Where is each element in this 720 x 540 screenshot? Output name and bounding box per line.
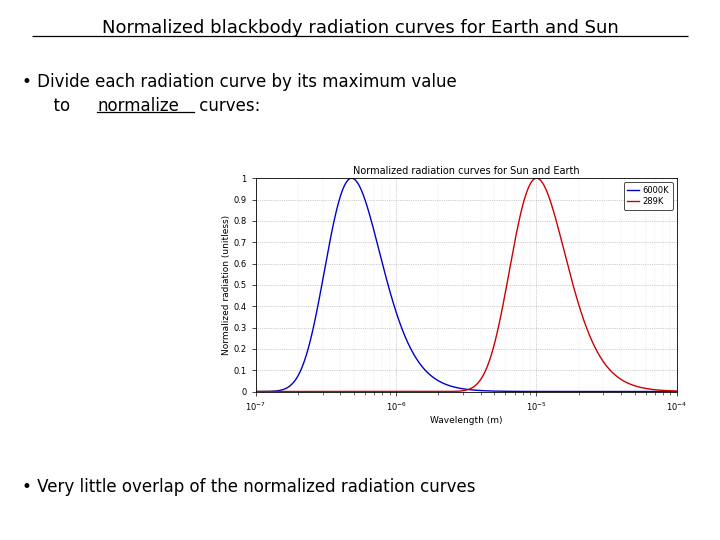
Text: Normalized blackbody radiation curves for Earth and Sun: Normalized blackbody radiation curves fo… [102, 19, 618, 37]
289K [672, 388, 681, 394]
Text: • Very little overlap of the normalized radiation curves: • Very little overlap of the normalized … [22, 478, 475, 496]
289K [532, 175, 541, 181]
289K [619, 377, 628, 384]
6000K [251, 388, 260, 395]
6000K [413, 357, 422, 363]
Text: • Divide each radiation curve by its maximum value: • Divide each radiation curve by its max… [22, 73, 456, 91]
Line: 6000K: 6000K [256, 178, 677, 392]
Legend: 6000K, 289K: 6000K, 289K [624, 183, 672, 210]
289K [300, 388, 308, 395]
Text: normalize: normalize [97, 97, 179, 115]
289K [431, 388, 440, 395]
X-axis label: Wavelength (m): Wavelength (m) [430, 416, 503, 424]
Text: to: to [22, 97, 75, 115]
Title: Normalized radiation curves for Sun and Earth: Normalized radiation curves for Sun and … [353, 166, 580, 176]
289K [665, 388, 673, 394]
6000K [300, 360, 308, 366]
289K [413, 388, 421, 395]
289K [251, 388, 260, 395]
6000K [347, 175, 356, 181]
6000K [619, 388, 628, 395]
6000K [324, 245, 333, 251]
6000K [431, 376, 440, 382]
Text: curves:: curves: [194, 97, 261, 115]
6000K [672, 388, 681, 395]
Y-axis label: Normalized radiation (unitless): Normalized radiation (unitless) [222, 215, 230, 355]
6000K [665, 388, 673, 395]
289K [324, 388, 333, 395]
Line: 289K: 289K [256, 178, 677, 392]
